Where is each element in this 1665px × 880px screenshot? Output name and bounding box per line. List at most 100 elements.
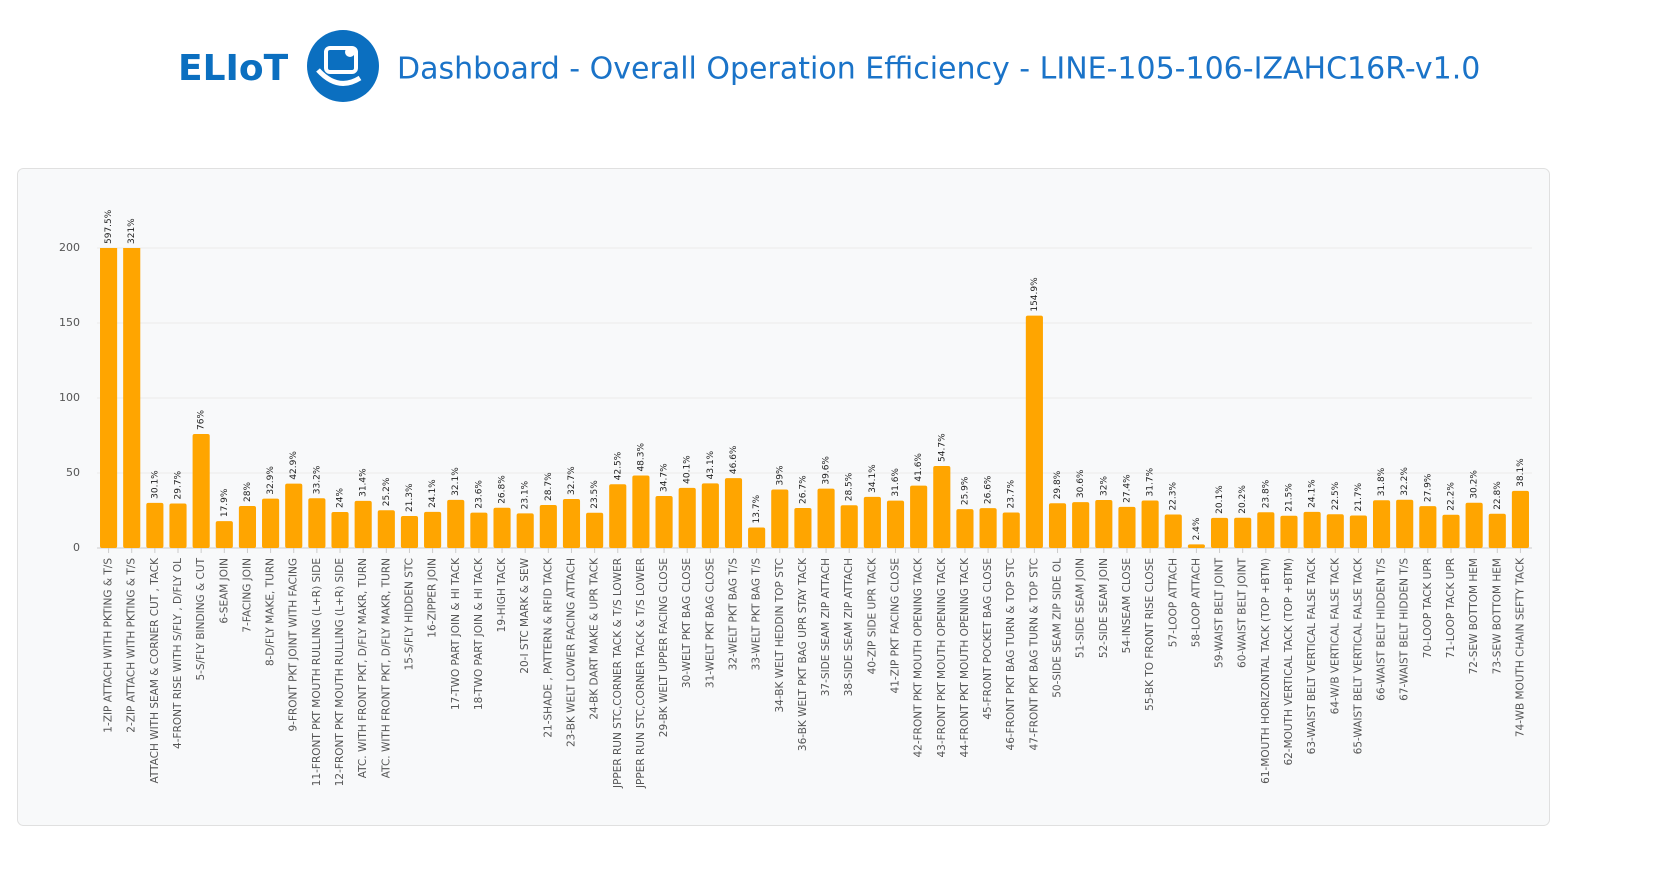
bar <box>609 484 627 548</box>
x-tick-label: 45-FRONT POCKET BAG CLOSE <box>982 558 994 720</box>
x-tick-label: 34-BK WELT HEDDIN TOP STC <box>774 558 786 713</box>
bar <box>678 487 696 548</box>
x-tick-label: 57-LOOP ATTACH <box>1167 558 1179 647</box>
x-tick-label: ATC. WITH FRONT PKT, D/FLY MAKR, TURN <box>357 558 369 778</box>
value-label: 32.2% <box>1400 467 1410 496</box>
x-tick-label: 23-BK WELT LOWER FACING ATTACH <box>565 558 577 747</box>
x-tick-label: 2-ZIP ATTACH WITH PKTING & T/S <box>126 558 138 733</box>
x-tick-label: 70-LOOP TACK UPR <box>1422 558 1434 658</box>
bar <box>215 521 233 548</box>
bar <box>146 502 164 548</box>
value-label: 25.9% <box>960 476 970 505</box>
bar <box>1141 500 1159 548</box>
value-label: 39.6% <box>822 456 832 485</box>
y-tick-label: 200 <box>59 241 80 254</box>
value-label: 38.1% <box>1516 458 1526 487</box>
value-label: 21.5% <box>1284 483 1294 512</box>
x-tick-label: 4-FRONT RISE WITH S/FLY , D/FLY OL <box>172 558 184 749</box>
x-tick-label: 74-WB MOUTH CHAIN SEFTY TACK <box>1514 557 1526 737</box>
x-tick-label: 54-INSEAM CLOSE <box>1121 558 1133 653</box>
bar <box>1303 511 1321 548</box>
value-label: 23.5% <box>590 480 600 509</box>
value-label: 34.1% <box>868 464 878 493</box>
bar <box>632 475 650 548</box>
value-label: 34.7% <box>660 463 670 492</box>
bar <box>100 248 118 548</box>
x-tick-label: 12-FRONT PKT MOUTH RULLING (L+R) SIDE <box>334 558 346 786</box>
value-label: 76% <box>197 410 207 430</box>
x-tick-label: 33-WELT PKT BAG T/S <box>751 558 763 671</box>
bar <box>1118 506 1136 548</box>
x-tick-label: 71-LOOP TACK UPR <box>1445 558 1457 658</box>
value-label: 21.7% <box>1354 482 1364 511</box>
y-tick-label: 50 <box>66 466 80 479</box>
bar <box>886 500 905 548</box>
value-label: 321% <box>127 218 137 244</box>
bar <box>400 516 419 548</box>
bar <box>1419 506 1437 548</box>
bar <box>1349 515 1367 548</box>
value-label: 2.4% <box>1192 517 1202 540</box>
value-label: 27.9% <box>1423 473 1433 502</box>
x-tick-label: 46-FRONT PKT BAG TURN & TOP STC <box>1005 558 1017 750</box>
bar <box>1442 514 1460 548</box>
value-label: 41.6% <box>914 453 924 482</box>
x-tick-label: 32-WELT PKT BAG T/S <box>727 558 739 671</box>
bar <box>1280 515 1298 548</box>
bar <box>493 507 511 548</box>
bar <box>701 483 719 548</box>
value-label: 24.1% <box>428 479 438 508</box>
value-label: 17.9% <box>220 488 230 517</box>
bar <box>331 512 349 548</box>
bar <box>863 496 881 548</box>
bar <box>1210 517 1229 548</box>
bar <box>817 488 835 548</box>
bar <box>979 508 997 548</box>
x-tick-label: 8-D/FLY MAKE, TURN <box>265 558 277 666</box>
bar <box>771 489 789 548</box>
bar <box>1164 514 1182 548</box>
x-tick-label: 9-FRONT PKT JOINT WITH FACING <box>288 558 300 732</box>
value-label: 23.6% <box>474 480 484 509</box>
x-tick-label: ATTACH WITH SEAM & CORNER CUT , TACK <box>149 557 161 784</box>
x-tick-label: 29-BK WELT UPPER FACING CLOSE <box>658 558 670 737</box>
value-label: 26.6% <box>984 475 994 504</box>
x-tick-label: 43-FRONT PKT MOUTH OPENING TACK <box>936 557 948 758</box>
value-label: 29.8% <box>1053 470 1063 499</box>
x-tick-label: 30-WELT PKT BAG CLOSE <box>681 558 693 688</box>
x-tick-label: 55-BK TO FRONT RISE CLOSE <box>1144 558 1156 711</box>
x-tick-label: 20-I STC MARK & SEW <box>519 557 531 673</box>
bar <box>308 498 326 548</box>
value-label: 46.6% <box>729 445 739 474</box>
value-label: 30.2% <box>1470 470 1480 499</box>
x-tick-label: 52-SIDE SEAM JOIN <box>1098 558 1110 658</box>
value-label: 28.7% <box>544 472 554 501</box>
x-tick-label: 65-WAIST BELT VERTICAL FALSE TACK <box>1352 557 1364 754</box>
value-label: 29.7% <box>174 470 184 499</box>
bars <box>100 248 1529 548</box>
bar <box>1048 503 1067 548</box>
value-label: 26.8% <box>498 475 508 504</box>
bar <box>354 500 372 548</box>
x-tick-label: 67-WAIST BELT HIDDEN T/S <box>1399 558 1411 701</box>
bar <box>1488 513 1506 548</box>
bar <box>748 527 766 548</box>
value-label: 48.3% <box>636 443 646 472</box>
x-tick-label: ATC. WITH FRONT PKT, D/FLY MAKR, TURN <box>380 558 392 778</box>
bar <box>956 509 974 548</box>
x-tick-label: 60-WAIST BELT JOINT <box>1237 557 1249 668</box>
bar <box>910 485 928 548</box>
bar <box>377 510 395 548</box>
bar <box>933 465 951 548</box>
value-label: 23.1% <box>521 480 531 509</box>
x-tick-label: 15-S/FLY HIDDEN STC <box>403 558 415 670</box>
x-tick-label: 72-SEW BOTTOM HEM <box>1468 558 1480 674</box>
value-label: 32.1% <box>451 467 461 496</box>
value-label: 30.1% <box>150 470 160 499</box>
value-label: 27.4% <box>1122 474 1132 503</box>
value-label: 30.6% <box>1076 469 1086 498</box>
x-tick-label: 36-BK WELT PKT BAG UPR STAY TACK <box>797 557 809 751</box>
value-label: 154.9% <box>1030 277 1040 312</box>
value-label: 39% <box>775 465 785 485</box>
